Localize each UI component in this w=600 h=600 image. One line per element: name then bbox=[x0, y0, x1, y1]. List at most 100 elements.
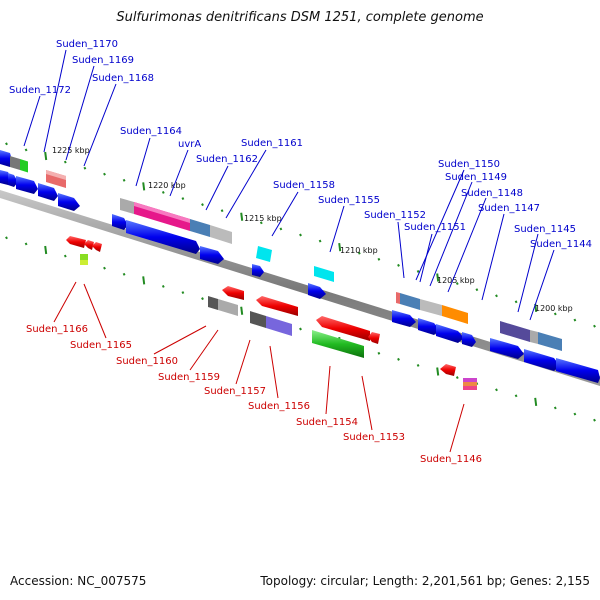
gene-feature[interactable] bbox=[120, 198, 134, 214]
leader-line bbox=[23, 95, 41, 147]
gene-label[interactable]: Suden_1150 bbox=[438, 159, 500, 170]
gene-label[interactable]: Suden_1155 bbox=[318, 195, 380, 206]
gene-feature[interactable] bbox=[463, 378, 477, 382]
gene-feature[interactable] bbox=[538, 332, 562, 351]
gene-label[interactable]: Suden_1159 bbox=[158, 372, 220, 383]
gene-label[interactable]: Suden_1157 bbox=[204, 386, 266, 397]
gene-label[interactable]: Suden_1145 bbox=[514, 224, 576, 235]
gene-feature[interactable] bbox=[266, 316, 292, 336]
leader-line bbox=[449, 403, 465, 453]
gene-feature[interactable] bbox=[396, 292, 400, 304]
gene-label[interactable]: uvrA bbox=[178, 139, 201, 150]
gene-label[interactable]: Suden_1144 bbox=[530, 239, 592, 250]
gene-feature[interactable] bbox=[208, 296, 218, 310]
gene-feature[interactable] bbox=[500, 321, 530, 342]
reverse-gene-labels: Suden_1166 Suden_1165 Suden_1160 Suden_1… bbox=[26, 324, 482, 465]
gene-feature[interactable] bbox=[368, 332, 380, 344]
tick-mark bbox=[495, 388, 498, 392]
tick-mark bbox=[455, 376, 459, 380]
gene-label[interactable]: Suden_1151 bbox=[404, 222, 466, 233]
gene-feature[interactable] bbox=[440, 364, 456, 376]
gene-label[interactable]: Suden_1147 bbox=[478, 203, 540, 214]
tick-mark bbox=[63, 160, 67, 164]
gene-label[interactable]: Suden_1160 bbox=[116, 356, 178, 367]
gene-feature[interactable] bbox=[524, 349, 560, 371]
gene-feature[interactable] bbox=[462, 332, 476, 347]
gene-feature[interactable] bbox=[190, 219, 210, 237]
gene-feature[interactable] bbox=[80, 254, 88, 260]
gene-label[interactable]: Suden_1168 bbox=[92, 73, 154, 84]
gene-feature[interactable] bbox=[218, 299, 238, 316]
tick-mark bbox=[593, 324, 596, 328]
gene-feature[interactable] bbox=[92, 242, 102, 252]
gene-feature[interactable] bbox=[442, 305, 468, 324]
gene-label[interactable]: Suden_1162 bbox=[196, 154, 258, 165]
tick-mark bbox=[161, 191, 165, 194]
gene-feature[interactable] bbox=[84, 240, 94, 250]
gene-feature[interactable] bbox=[418, 318, 440, 335]
gene-feature[interactable] bbox=[126, 220, 200, 254]
gene-feature[interactable] bbox=[38, 183, 58, 201]
gene-feature[interactable] bbox=[46, 170, 66, 180]
leader-line bbox=[269, 345, 279, 399]
gene-label[interactable]: Suden_1156 bbox=[248, 401, 310, 412]
gene-label[interactable]: Suden_1149 bbox=[445, 172, 507, 183]
gene-feature[interactable] bbox=[10, 156, 20, 171]
gene-feature[interactable] bbox=[210, 225, 232, 244]
tick-mark bbox=[455, 282, 459, 286]
leader-line bbox=[329, 205, 345, 253]
gene-feature[interactable] bbox=[80, 260, 88, 265]
tick-mark bbox=[161, 285, 165, 288]
gene-feature[interactable] bbox=[200, 246, 224, 264]
gene-feature[interactable] bbox=[252, 264, 264, 277]
gene-label[interactable]: Suden_1161 bbox=[241, 138, 303, 149]
tick-mark bbox=[377, 257, 381, 261]
gene-feature[interactable] bbox=[66, 236, 86, 248]
tick-mark bbox=[201, 297, 204, 301]
tick-mark bbox=[259, 221, 263, 225]
gene-feature[interactable] bbox=[400, 293, 420, 310]
gene-feature[interactable] bbox=[222, 286, 244, 300]
gene-feature[interactable] bbox=[308, 283, 326, 299]
tick-mark bbox=[338, 243, 342, 252]
tick-mark bbox=[299, 233, 302, 237]
gene-feature[interactable] bbox=[256, 296, 298, 316]
gene-label[interactable]: Suden_1165 bbox=[70, 340, 132, 351]
gene-label[interactable]: Suden_1169 bbox=[72, 55, 134, 66]
tick-mark bbox=[201, 203, 204, 207]
gene-feature[interactable] bbox=[16, 176, 38, 194]
gene-label[interactable]: Suden_1152 bbox=[364, 210, 426, 221]
gene-label[interactable]: Suden_1154 bbox=[296, 417, 358, 428]
gene-feature[interactable] bbox=[392, 310, 416, 327]
gene-label[interactable]: Suden_1148 bbox=[461, 188, 523, 199]
kbp-label-1215: 1215 kbp bbox=[244, 214, 282, 223]
gene-label[interactable]: Suden_1146 bbox=[420, 454, 482, 465]
gene-feature[interactable] bbox=[436, 324, 464, 343]
gene-feature[interactable] bbox=[463, 386, 477, 390]
gene-feature[interactable] bbox=[316, 316, 370, 341]
gene-label[interactable]: Suden_1153 bbox=[343, 432, 405, 443]
gene-feature[interactable] bbox=[490, 338, 524, 359]
gene-feature[interactable] bbox=[58, 193, 80, 211]
gene-label[interactable]: Suden_1164 bbox=[120, 126, 182, 137]
gene-feature[interactable] bbox=[530, 330, 538, 344]
gene-feature[interactable] bbox=[0, 150, 12, 167]
gene-feature[interactable] bbox=[314, 266, 334, 282]
gene-feature[interactable] bbox=[312, 330, 364, 358]
gene-feature[interactable] bbox=[463, 382, 477, 386]
gene-label[interactable]: Suden_1172 bbox=[9, 85, 71, 96]
gene-feature[interactable] bbox=[8, 173, 18, 187]
gene-label[interactable]: Suden_1170 bbox=[56, 39, 118, 50]
leader-line bbox=[419, 233, 433, 283]
gene-feature[interactable] bbox=[134, 202, 190, 223]
gene-label[interactable]: Suden_1166 bbox=[26, 324, 88, 335]
forward-gene-labels: Suden_1170 Suden_1169 Suden_1168 Suden_1… bbox=[9, 39, 592, 250]
gene-feature[interactable] bbox=[20, 158, 28, 173]
gene-feature[interactable] bbox=[250, 311, 266, 328]
gene-feature[interactable] bbox=[556, 358, 600, 383]
gene-feature[interactable] bbox=[420, 299, 442, 316]
gene-feature[interactable] bbox=[256, 246, 272, 262]
gene-feature[interactable] bbox=[112, 214, 128, 230]
gene-label[interactable]: Suden_1158 bbox=[273, 180, 335, 191]
